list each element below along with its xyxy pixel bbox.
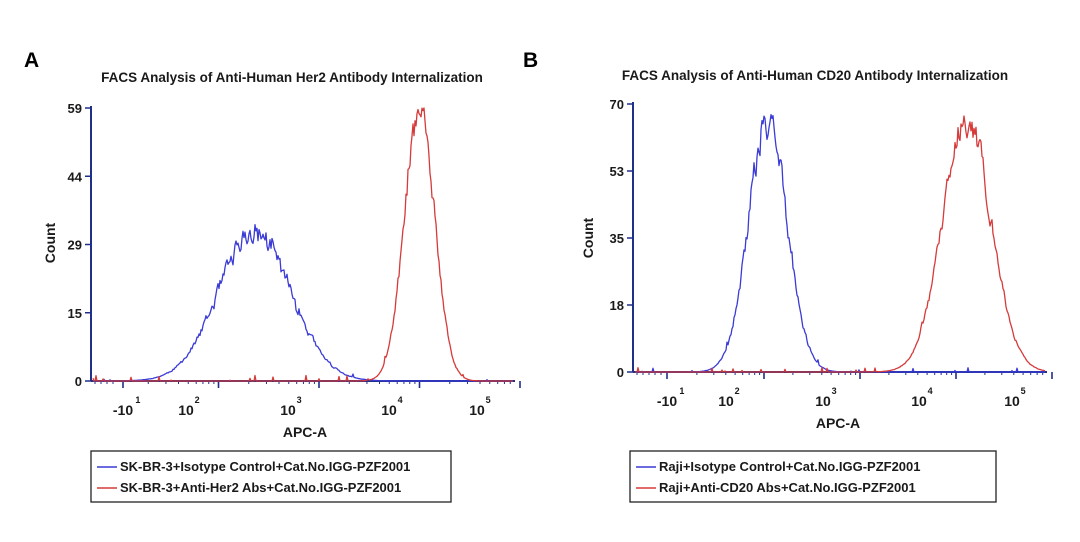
panel-b-title: FACS Analysis of Anti-Human CD20 Antibod…: [622, 68, 1008, 83]
x-tick-exponent: 1: [135, 395, 140, 405]
isotype-histogram-line: [93, 224, 513, 382]
panel-b-legend-entry-isotype: Raji+Isotype Control+Cat.No.IGG-PZF2001: [659, 459, 921, 474]
x-tick-label: 10: [469, 402, 485, 418]
x-tick-label: 10: [178, 402, 194, 418]
y-tick-label: 44: [68, 169, 83, 184]
antibody-histogram-line: [635, 115, 1046, 373]
x-tick-exponent: 2: [735, 386, 740, 396]
panel-b-legend-box: [629, 450, 997, 503]
y-tick-label: 35: [610, 231, 624, 246]
panel-a-xlabel: APC-A: [283, 424, 327, 440]
x-tick-exponent: 1: [679, 386, 684, 396]
panel-a-legend-entry-antibody: SK-BR-3+Anti-Her2 Abs+Cat.No.IGG-PZF2001: [120, 480, 401, 495]
x-tick-exponent: 3: [297, 395, 302, 405]
antibody-histogram-line: [92, 107, 513, 382]
panel-b-xlabel: APC-A: [816, 415, 860, 431]
x-tick-exponent: 4: [398, 395, 403, 405]
x-tick-exponent: 5: [486, 395, 491, 405]
panel-a-legend: SK-BR-3+Isotype Control+Cat.No.IGG-PZF20…: [90, 450, 452, 503]
x-tick-label: 10: [1004, 393, 1020, 409]
x-tick-label: 10: [718, 393, 734, 409]
y-tick-label: 0: [75, 374, 82, 389]
x-tick-label: -10: [657, 393, 677, 409]
panel-b-ylabel: Count: [580, 217, 596, 258]
panel-a-legend-entry-isotype: SK-BR-3+Isotype Control+Cat.No.IGG-PZF20…: [120, 459, 410, 474]
x-tick-exponent: 5: [1021, 386, 1026, 396]
x-tick-label: 10: [280, 402, 296, 418]
x-tick-label: -10: [113, 402, 133, 418]
x-tick-label: 10: [381, 402, 397, 418]
panel-a: A FACS Analysis of Anti-Human Her2 Antib…: [24, 49, 521, 503]
y-tick-label: 15: [68, 306, 82, 321]
y-tick-label: 53: [610, 164, 624, 179]
x-tick-exponent: 4: [928, 386, 933, 396]
panel-a-title: FACS Analysis of Anti-Human Her2 Antibod…: [101, 70, 483, 85]
panel-b-label: B: [523, 49, 538, 72]
panel-b-legend-entry-antibody: Raji+Anti-CD20 Abs+Cat.No.IGG-PZF2001: [659, 480, 916, 495]
isotype-histogram-line: [635, 114, 1045, 373]
x-tick-label: 10: [815, 393, 831, 409]
y-tick-label: 18: [610, 298, 624, 313]
panel-a-legend-box: [90, 450, 452, 503]
panel-a-label: A: [24, 49, 39, 72]
panel-b-legend: Raji+Isotype Control+Cat.No.IGG-PZF2001 …: [629, 450, 997, 503]
x-tick-exponent: 3: [832, 386, 837, 396]
y-tick-label: 59: [68, 101, 82, 116]
panel-b: B FACS Analysis of Anti-Human CD20 Antib…: [523, 49, 1053, 503]
y-tick-label: 70: [610, 97, 624, 112]
x-tick-label: 10: [911, 393, 927, 409]
y-tick-label: 0: [617, 365, 624, 380]
x-tick-exponent: 2: [195, 395, 200, 405]
panel-a-ylabel: Count: [42, 222, 58, 263]
y-tick-label: 29: [68, 238, 82, 253]
